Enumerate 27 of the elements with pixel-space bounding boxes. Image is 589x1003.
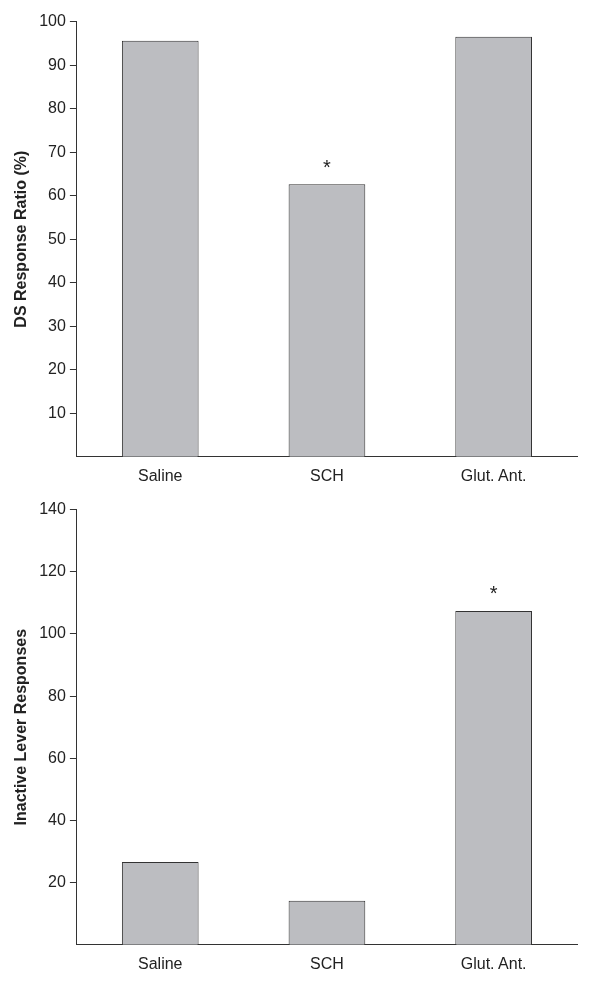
y-tick-label: 60 [48,748,66,766]
y-tick-label: 80 [48,686,66,704]
y-tick-label: 70 [48,142,66,160]
x-tick-label: Glut. Ant. [460,466,527,484]
x-tick-label: Saline [138,466,183,484]
x-tick-label: Glut. Ant. [460,954,527,972]
y-tick-label: 20 [48,873,66,891]
y-tick-label: 40 [48,273,66,291]
y-tick-label: 90 [48,55,66,73]
x-tick-label: SCH [310,466,344,484]
y-tick-label: 10 [48,403,66,421]
y-tick-label: 20 [48,360,66,378]
annotation: * [489,582,498,605]
y-tick-label: 30 [48,316,66,334]
x-tick-label: Saline [138,954,183,972]
x-tick-label: SCH [310,954,344,972]
y-tick-label: 80 [48,99,66,117]
y-tick-label: 40 [48,810,66,828]
y-tick-label: 50 [48,229,66,247]
y-tick-label: 120 [39,562,66,580]
y-tick-label: 140 [39,500,66,518]
annotation: * [323,155,332,178]
y-tick-label: 100 [39,624,66,642]
y-axis-title: DS Response Ratio (%) [12,150,30,328]
y-tick-label: 100 [39,12,66,30]
y-tick-label: 60 [48,186,66,204]
y-axis-title: Inactive Lever Responses [12,628,30,826]
